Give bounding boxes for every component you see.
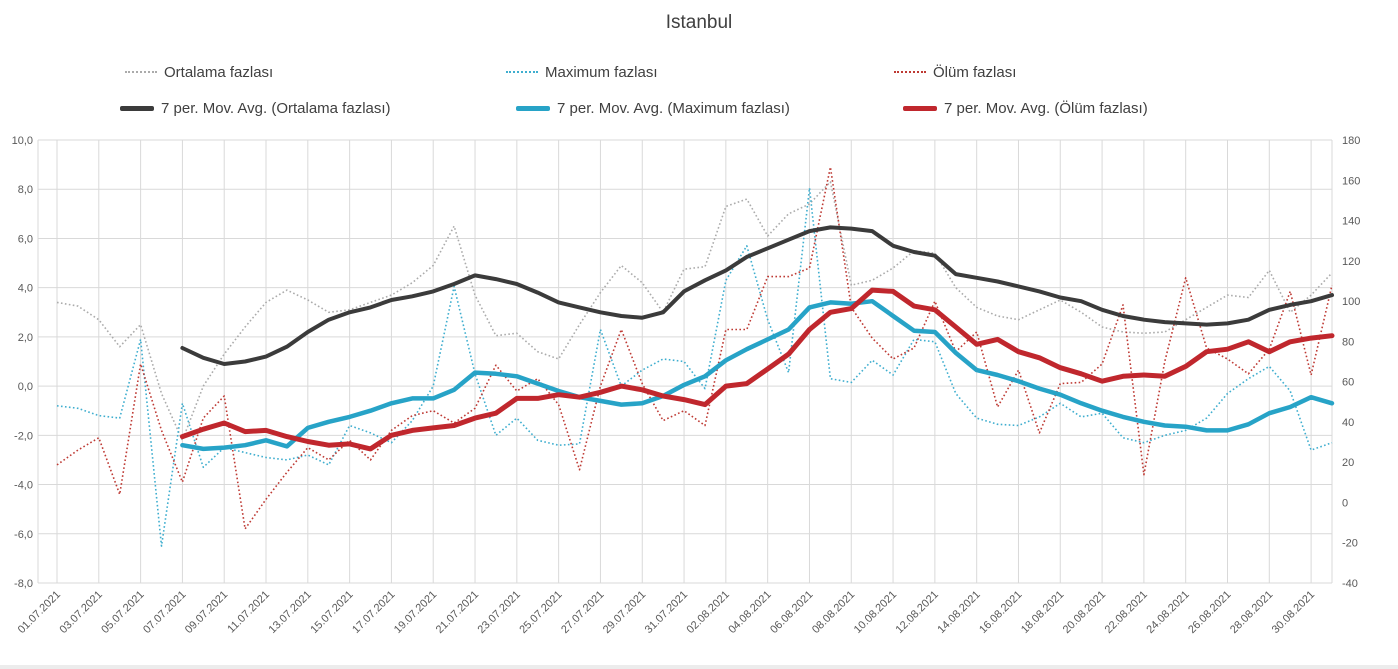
left-axis-tick-label: 10,0: [12, 135, 33, 147]
x-axis-tick-label: 07.07.2021: [141, 589, 188, 636]
legend-swatch-dotted-cyan: [506, 71, 538, 73]
x-axis-tick-label: 26.08.2021: [1186, 589, 1233, 636]
left-axis-tick-label: 6,0: [18, 233, 33, 245]
x-axis-tick-label: 19.07.2021: [392, 589, 439, 636]
x-axis-tick-label: 04.08.2021: [726, 589, 773, 636]
series-movavg-5: [179, 287, 1335, 452]
right-axis-tick-label: 160: [1342, 175, 1360, 187]
x-axis-tick-label: 02.08.2021: [685, 589, 732, 636]
legend-swatch-dotted-red: [894, 71, 926, 73]
x-axis-tick-label: 17.07.2021: [350, 589, 397, 636]
legend-swatch-dotted-gray: [125, 71, 157, 73]
legend-item-maximum-fazlasi[interactable]: Maximum fazlası: [506, 62, 658, 82]
x-axis-tick-label: 18.08.2021: [1019, 589, 1066, 636]
legend-item-movavg-ortalama[interactable]: 7 per. Mov. Avg. (Ortalama fazlası): [120, 98, 391, 118]
x-axis-tick-label: 03.07.2021: [58, 589, 105, 636]
x-axis-tick-label: 01.07.2021: [16, 589, 63, 636]
left-axis-tick-label: 4,0: [18, 283, 33, 295]
legend-swatch-solid-cyan: [516, 105, 550, 111]
x-axis-tick-label: 13.07.2021: [267, 589, 314, 636]
x-axis-tick-label: 30.08.2021: [1270, 589, 1317, 636]
x-axis-tick-label: 10.08.2021: [852, 589, 899, 636]
legend-item-olum-fazlasi[interactable]: Ölüm fazlası: [894, 62, 1016, 82]
left-axis-tick-label: 0,0: [18, 381, 33, 393]
legend-label: Ölüm fazlası: [933, 63, 1017, 81]
left-axis-tick-label: 8,0: [18, 184, 33, 196]
right-axis-tick-label: 40: [1342, 417, 1354, 429]
x-axis-tick-label: 25.07.2021: [517, 589, 564, 636]
right-axis-tick-label: -20: [1342, 538, 1358, 550]
series-raw-1: [56, 187, 1333, 547]
right-axis-tick-label: 60: [1342, 377, 1354, 389]
right-axis-tick-label: 140: [1342, 216, 1360, 228]
series-movavg-4: [180, 298, 1335, 452]
window-bottom-edge: [0, 665, 1398, 669]
series-raw-0: [56, 181, 1333, 442]
left-axis-tick-label: -8,0: [14, 578, 33, 590]
series-raw-2: [56, 166, 1333, 530]
x-axis-tick-label: 24.08.2021: [1144, 589, 1191, 636]
left-axis-tick-label: -4,0: [14, 480, 33, 492]
left-axis-tick-label: 2,0: [18, 332, 33, 344]
series-movavg-3: [180, 225, 1334, 366]
x-axis-tick-label: 08.08.2021: [810, 589, 857, 636]
legend-label: 7 per. Mov. Avg. (Maximum fazlası): [557, 99, 790, 117]
x-axis-tick-label: 31.07.2021: [643, 589, 690, 636]
x-axis-tick-label: 09.07.2021: [183, 589, 230, 636]
legend-swatch-solid-black: [120, 105, 154, 111]
legend-item-movavg-maximum[interactable]: 7 per. Mov. Avg. (Maximum fazlası): [516, 98, 790, 118]
legend-swatch-solid-red: [903, 105, 937, 111]
x-axis-tick-label: 12.08.2021: [894, 589, 941, 636]
x-axis-tick-label: 21.07.2021: [434, 589, 481, 636]
legend-item-movavg-olum[interactable]: 7 per. Mov. Avg. (Ölüm fazlası): [903, 98, 1148, 118]
gridlines: [37, 139, 1333, 584]
right-axis-tick-label: 80: [1342, 336, 1354, 348]
legend-label: Ortalama fazlası: [164, 63, 274, 81]
x-axis-tick-label: 28.08.2021: [1228, 589, 1275, 636]
x-axis-tick-label: 15.07.2021: [308, 589, 355, 636]
legend-label: 7 per. Mov. Avg. (Ortalama fazlası): [161, 99, 391, 117]
left-axis-tick-label: -2,0: [14, 430, 33, 442]
left-axis-tick-label: -6,0: [14, 529, 33, 541]
chart-title: Istanbul: [665, 12, 733, 33]
right-axis-tick-label: 0: [1342, 497, 1348, 509]
x-axis-tick-label: 11.07.2021: [225, 589, 272, 636]
right-axis-tick-label: 180: [1342, 135, 1360, 147]
x-axis-tick-label: 20.08.2021: [1061, 589, 1108, 636]
legend-item-ortalama-fazlasi[interactable]: Ortalama fazlası: [125, 62, 273, 82]
x-axis-tick-label: 16.08.2021: [977, 589, 1024, 636]
x-axis-tick-label: 27.07.2021: [559, 589, 606, 636]
legend-label: 7 per. Mov. Avg. (Ölüm fazlası): [944, 99, 1148, 117]
right-axis-tick-label: 120: [1342, 256, 1360, 268]
x-axis-tick-label: 06.08.2021: [768, 589, 815, 636]
x-axis-tick-label: 29.07.2021: [601, 589, 648, 636]
right-axis-tick-label: -40: [1342, 578, 1358, 590]
x-axis-tick-label: 22.08.2021: [1103, 589, 1150, 636]
x-axis-tick-label: 23.07.2021: [476, 589, 523, 636]
x-axis-tick-label: 05.07.2021: [99, 589, 146, 636]
legend-label: Maximum fazlası: [545, 63, 658, 81]
right-axis-tick-label: 100: [1342, 296, 1360, 308]
x-axis-tick-label: 14.08.2021: [935, 589, 982, 636]
right-axis-tick-label: 20: [1342, 457, 1354, 469]
